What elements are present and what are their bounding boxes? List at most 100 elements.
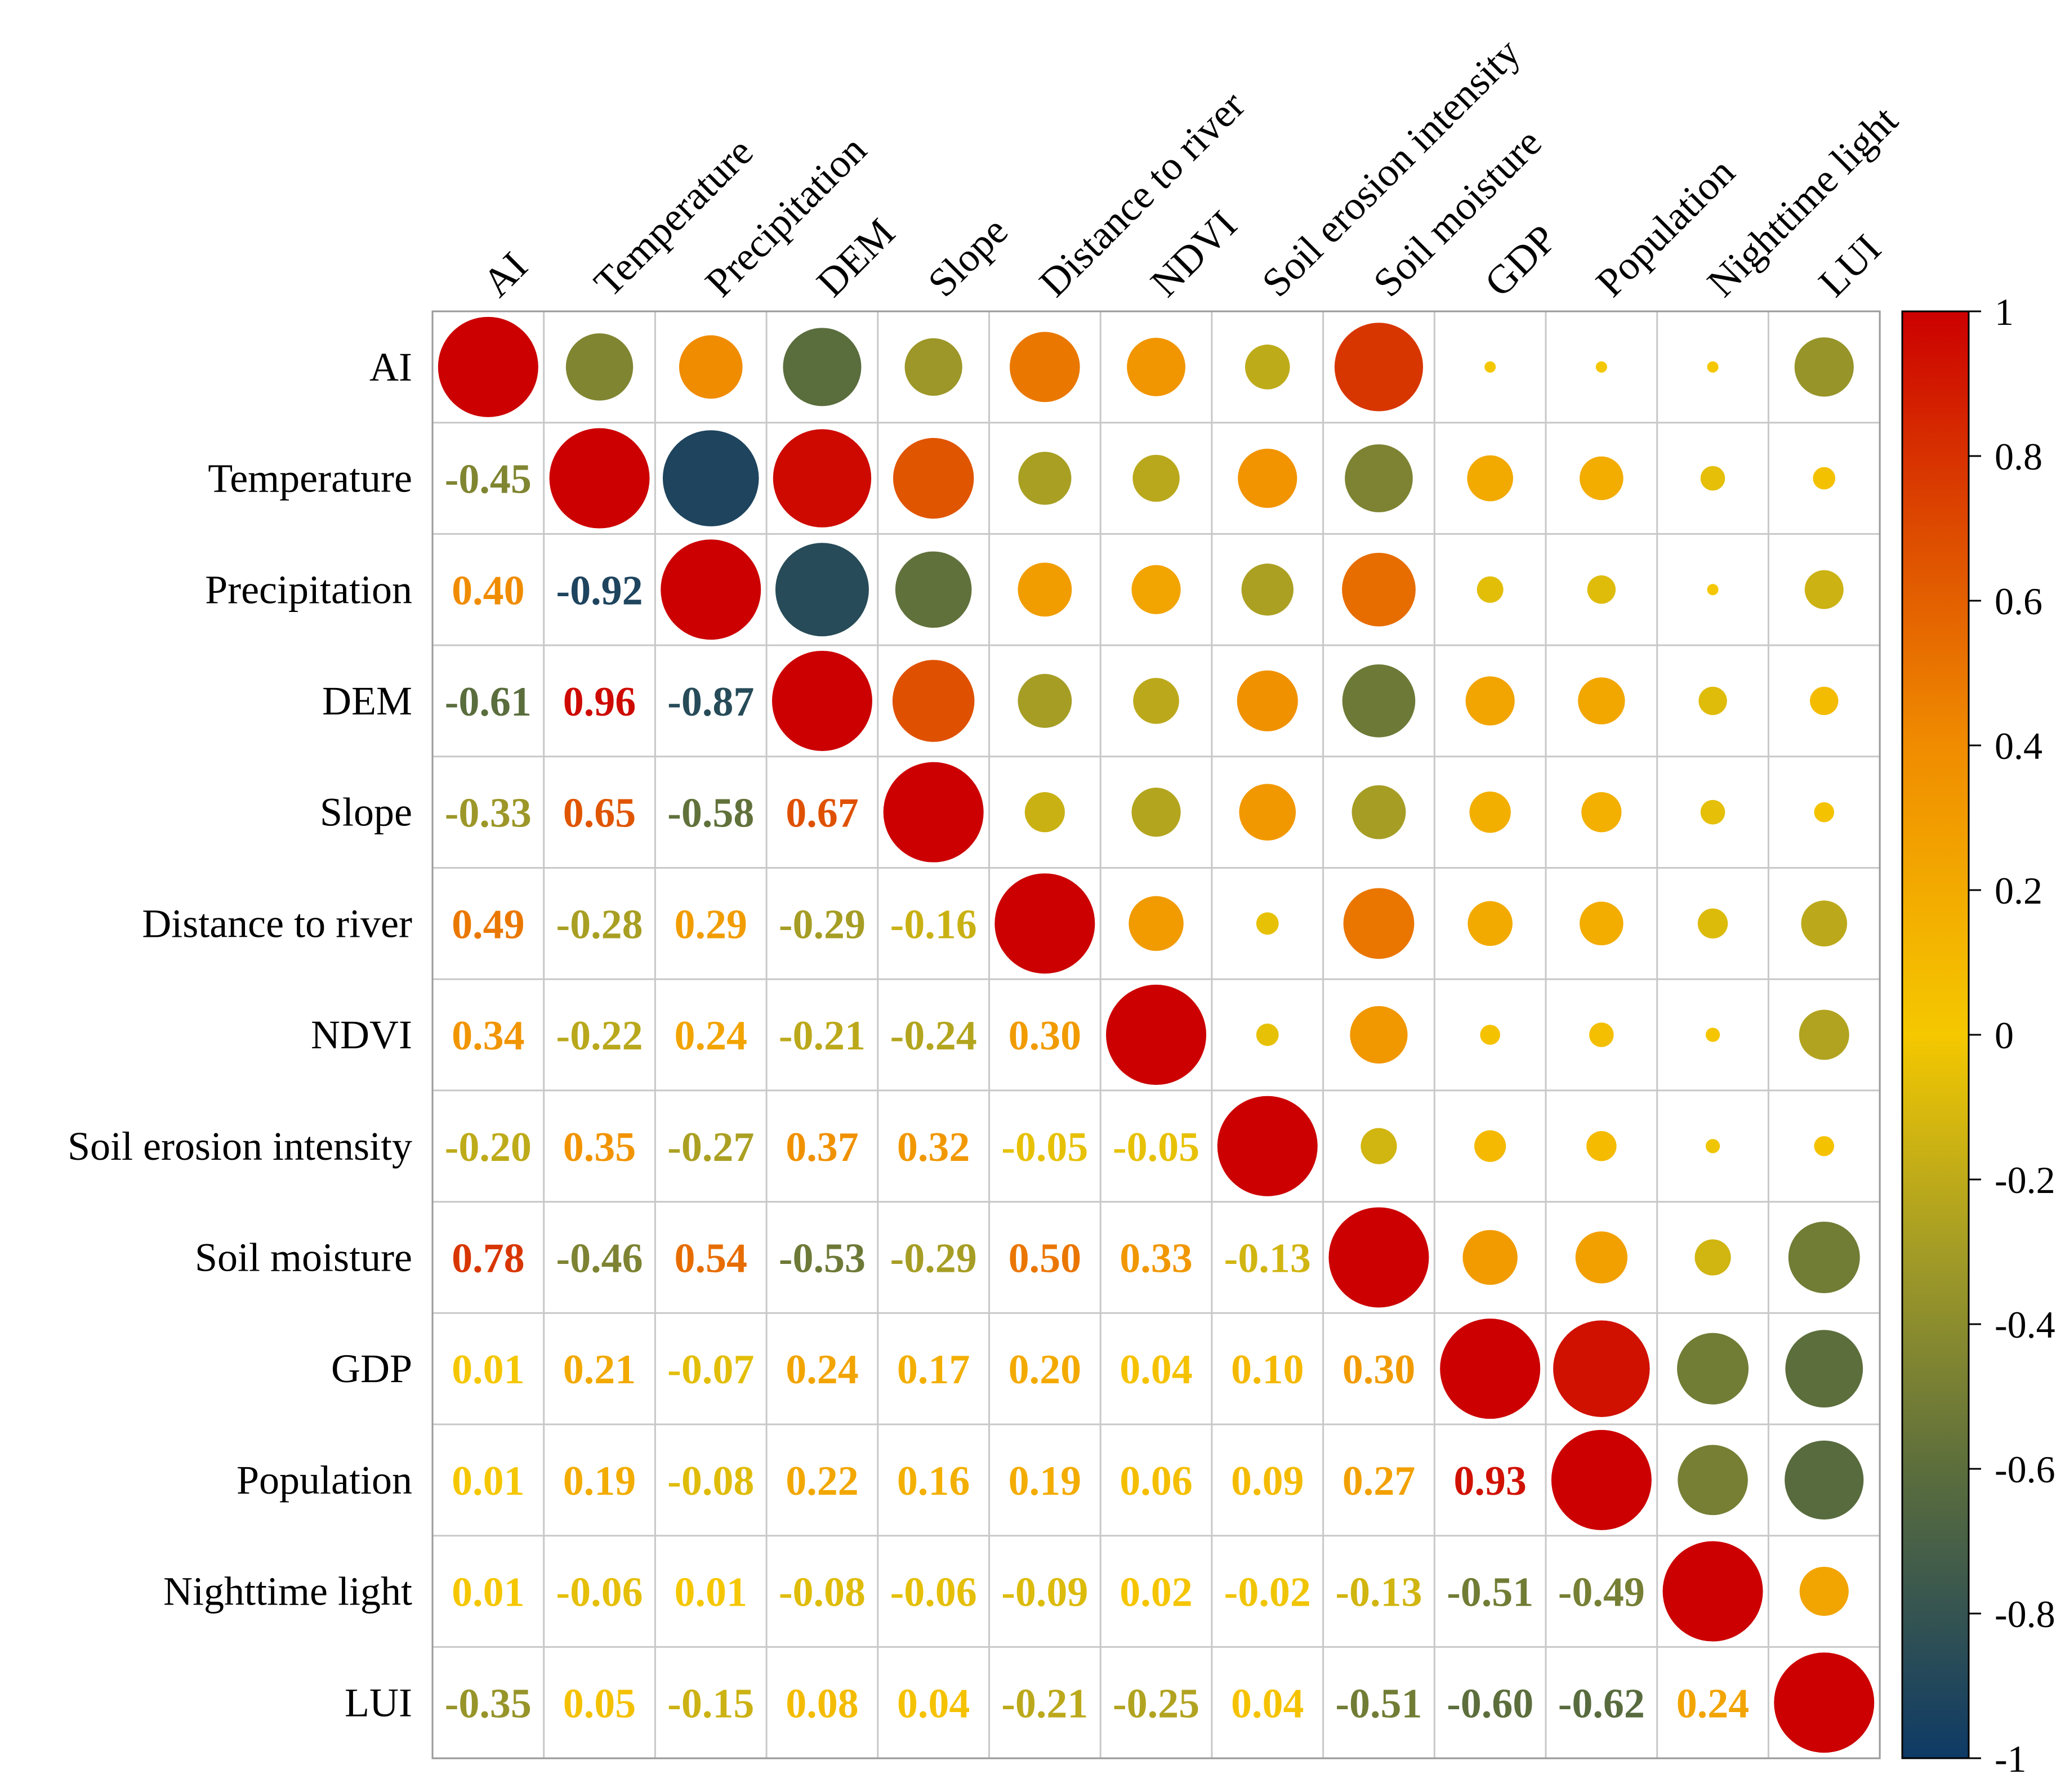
corr-value-distance-to-river-temperature: -0.28: [556, 901, 643, 948]
corr-circle-slope-gdp: [1469, 791, 1511, 833]
corr-circle-lui-lui: [1774, 1652, 1875, 1753]
corr-value-lui-precipitation: -0.15: [667, 1681, 754, 1727]
row-label-distance-to-river: Distance to river: [142, 901, 412, 946]
colorbar: 1 0.8 0.6 0.4 0.2 0 -0.2 -0.4 -0.6 -0.8 -1: [1901, 291, 2055, 1780]
corr-circle-distance-to-river-nighttime-light: [1697, 908, 1728, 939]
column-label-lui: LUI: [1810, 226, 1889, 305]
corr-circle-dem-gdp: [1465, 676, 1515, 726]
corr-value-ndvi-slope: -0.24: [890, 1013, 977, 1059]
colorbar-tick-label: -0.4: [1995, 1303, 2055, 1346]
corr-circle-temperature-nighttime-light: [1700, 466, 1725, 491]
corr-circle-soil-erosion-intensity-soil-erosion-intensity: [1217, 1096, 1318, 1196]
corr-circle-temperature-lui: [1813, 467, 1836, 490]
corr-value-temperature-ai: -0.45: [445, 457, 532, 503]
corr-circle-temperature-ndvi: [1132, 454, 1180, 502]
corr-value-soil-moisture-temperature: -0.46: [556, 1235, 643, 1281]
corr-value-gdp-slope: 0.17: [897, 1347, 970, 1393]
corr-value-soil-moisture-slope: -0.29: [890, 1235, 977, 1281]
corr-value-ndvi-distance-to-river: 0.30: [1009, 1013, 1082, 1059]
corr-circle-temperature-dem: [773, 429, 872, 528]
corr-circle-dem-soil-moisture: [1342, 664, 1416, 738]
corr-value-gdp-soil-moisture: 0.30: [1343, 1347, 1416, 1393]
corr-value-population-temperature: 0.19: [563, 1458, 636, 1504]
row-label-dem: DEM: [322, 678, 412, 723]
corr-value-gdp-temperature: 0.21: [563, 1347, 636, 1393]
corr-value-population-distance-to-river: 0.19: [1009, 1458, 1082, 1504]
corr-circle-soil-moisture-lui: [1788, 1221, 1860, 1293]
corr-value-lui-slope: 0.04: [897, 1681, 970, 1727]
corr-circle-temperature-temperature: [549, 428, 650, 529]
corr-value-dem-precipitation: -0.87: [667, 679, 754, 725]
corr-value-soil-erosion-intensity-dem: 0.37: [786, 1124, 859, 1170]
corr-value-nighttime-light-soil-moisture: -0.13: [1335, 1570, 1422, 1616]
colorbar-tick-label: -0.2: [1995, 1159, 2055, 1201]
corr-circle-distance-to-river-distance-to-river: [994, 873, 1095, 974]
corr-value-slope-dem: 0.67: [786, 790, 859, 837]
column-label-ai: AI: [474, 243, 536, 305]
corr-circle-dem-lui: [1810, 686, 1839, 716]
row-label-gdp: GDP: [331, 1346, 412, 1391]
corr-circle-temperature-population: [1580, 456, 1624, 500]
corr-circle-distance-to-river-ndvi: [1129, 896, 1184, 951]
corr-value-population-ai: 0.01: [452, 1458, 525, 1504]
corr-circle-gdp-gdp: [1440, 1319, 1541, 1419]
corr-value-lui-temperature: 0.05: [563, 1681, 636, 1727]
row-label-nighttime-light: Nighttime light: [163, 1569, 412, 1614]
column-label-nighttime-light: Nighttime light: [1698, 97, 1906, 305]
colorbar-tick-label: 0.2: [1995, 869, 2042, 912]
corr-circle-temperature-soil-moisture: [1345, 444, 1413, 512]
colorbar-tick-label: -0.6: [1995, 1448, 2055, 1491]
corr-circle-temperature-gdp: [1467, 455, 1513, 502]
corr-value-population-soil-moisture: 0.27: [1343, 1458, 1416, 1504]
corr-circle-ai-population: [1595, 361, 1607, 373]
colorbar-tick-label: 0.4: [1995, 725, 2042, 767]
corr-value-nighttime-light-soil-erosion-intensity: -0.02: [1224, 1570, 1311, 1616]
corr-circle-soil-moisture-gdp: [1462, 1230, 1518, 1285]
corr-value-soil-moisture-distance-to-river: 0.50: [1009, 1235, 1082, 1281]
row-label-soil-erosion-intensity: Soil erosion intensity: [68, 1124, 412, 1169]
corr-circle-soil-erosion-intensity-nighttime-light: [1705, 1139, 1720, 1154]
corr-value-population-gdp: 0.93: [1453, 1458, 1527, 1504]
corr-circle-gdp-nighttime-light: [1677, 1333, 1749, 1405]
corr-circle-temperature-distance-to-river: [1018, 452, 1072, 505]
corr-value-lui-ndvi: -0.25: [1113, 1681, 1199, 1727]
corr-circle-precipitation-nighttime-light: [1707, 584, 1719, 596]
corr-circle-ai-gdp: [1484, 361, 1496, 373]
colorbar-tick-label: 0.6: [1995, 580, 2042, 623]
corr-value-nighttime-light-gdp: -0.51: [1447, 1570, 1533, 1616]
row-label-ai: AI: [369, 345, 412, 390]
row-label-population: Population: [237, 1458, 412, 1503]
corr-value-soil-erosion-intensity-temperature: 0.35: [563, 1124, 636, 1170]
corr-value-lui-distance-to-river: -0.21: [1001, 1681, 1088, 1727]
corr-value-ndvi-temperature: -0.22: [556, 1013, 643, 1059]
corr-circle-precipitation-dem: [775, 543, 869, 637]
row-label-precipitation: Precipitation: [205, 567, 412, 612]
corr-value-slope-temperature: 0.65: [563, 790, 636, 837]
colorbar-tick-label: 0.8: [1995, 435, 2042, 478]
colorbar-tick-label: 0: [1995, 1014, 2014, 1057]
corr-value-nighttime-light-temperature: -0.06: [556, 1570, 643, 1616]
corr-value-nighttime-light-ai: 0.01: [452, 1570, 525, 1616]
corr-value-lui-gdp: -0.60: [1447, 1681, 1533, 1727]
corr-circle-dem-slope: [892, 660, 975, 742]
corr-value-slope-precipitation: -0.58: [667, 790, 754, 837]
corr-value-soil-moisture-ndvi: 0.33: [1120, 1235, 1193, 1281]
corr-value-soil-erosion-intensity-slope: 0.32: [897, 1124, 970, 1170]
corr-circle-distance-to-river-soil-erosion-intensity: [1256, 912, 1279, 935]
corr-circle-dem-soil-erosion-intensity: [1237, 670, 1298, 732]
corr-circle-temperature-precipitation: [662, 430, 759, 526]
corr-circle-temperature-slope: [893, 437, 974, 519]
corr-circle-slope-lui: [1814, 802, 1835, 823]
corr-circle-ai-temperature: [565, 333, 634, 401]
corr-value-soil-moisture-dem: -0.53: [779, 1235, 866, 1281]
corr-circle-distance-to-river-soil-moisture: [1343, 888, 1415, 959]
corr-circle-distance-to-river-lui: [1801, 900, 1848, 947]
corr-circle-ai-ai: [438, 316, 538, 417]
corr-value-dem-ai: -0.61: [445, 679, 532, 725]
column-label-gdp: GDP: [1476, 216, 1565, 305]
corr-circle-nighttime-light-lui: [1799, 1566, 1849, 1616]
corr-circle-slope-population: [1581, 792, 1622, 833]
corr-circle-soil-moisture-soil-moisture: [1328, 1207, 1429, 1308]
corr-value-gdp-precipitation: -0.07: [667, 1347, 754, 1393]
